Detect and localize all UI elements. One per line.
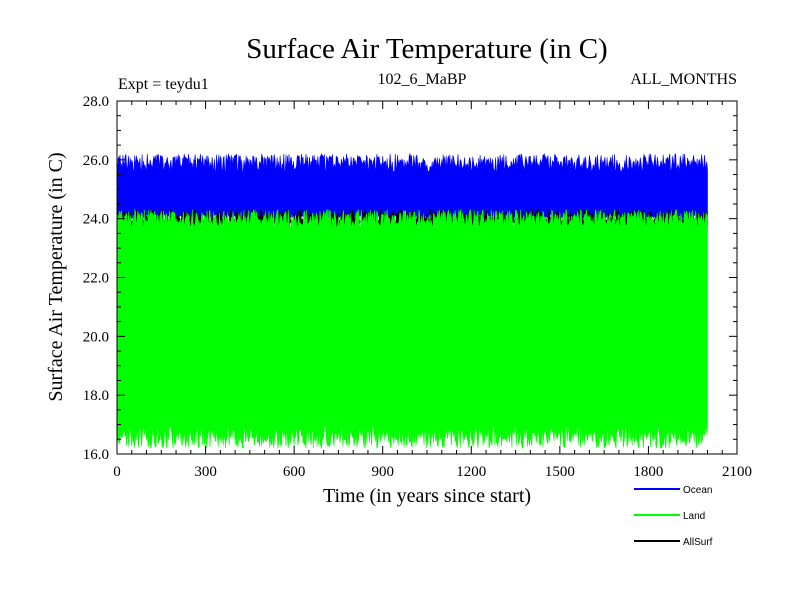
series-band-ocean xyxy=(116,152,708,220)
x-tick-label: 2100 xyxy=(722,464,752,480)
x-tick-label: 300 xyxy=(194,464,217,480)
legend-label-allsurf: AllSurf xyxy=(683,537,713,548)
y-tick-label: 24.0 xyxy=(83,212,109,228)
legend: Ocean Land AllSurf xyxy=(634,485,713,548)
legend-label-land: Land xyxy=(683,511,705,522)
months-label: ALL_MONTHS xyxy=(630,71,737,88)
series-band-land xyxy=(116,208,708,449)
y-tick-label: 20.0 xyxy=(83,329,109,345)
x-tick-label: 1500 xyxy=(545,464,575,480)
y-tick-label: 28.0 xyxy=(83,94,109,110)
y-tick-label: 16.0 xyxy=(83,447,109,463)
legend-label-ocean: Ocean xyxy=(683,485,712,496)
x-tick-label: 900 xyxy=(371,464,394,480)
y-tick-label: 26.0 xyxy=(83,153,109,169)
x-tick-label: 1800 xyxy=(633,464,663,480)
y-axis-label: Surface Air Temperature (in C) xyxy=(45,152,67,401)
x-tick-label: 600 xyxy=(283,464,306,480)
period-label: 102_6_MaBP xyxy=(378,71,467,88)
chart-title: Surface Air Temperature (in C) xyxy=(246,33,607,65)
x-tick-label: 1200 xyxy=(456,464,486,480)
plot-area xyxy=(116,152,708,449)
y-tick-label: 22.0 xyxy=(83,271,109,287)
x-tick-label: 0 xyxy=(113,464,121,480)
x-axis-label: Time (in years since start) xyxy=(323,485,531,507)
y-tick-label: 18.0 xyxy=(83,388,109,404)
experiment-label: Expt = teydu1 xyxy=(118,76,209,93)
axis-ticks: 0 300 600 900 1200 1500 1800 2100 16.0 18.0 20.0 22… xyxy=(83,94,752,480)
